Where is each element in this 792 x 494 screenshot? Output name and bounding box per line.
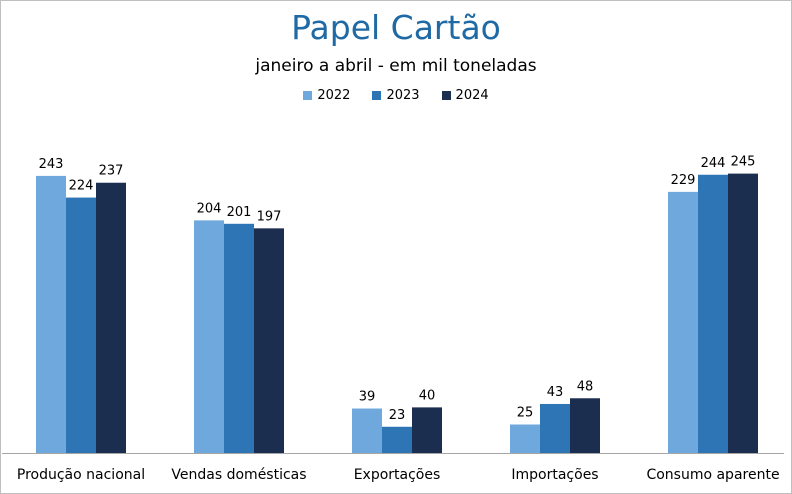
legend-swatch <box>372 91 382 100</box>
category-label: Importações <box>511 467 598 483</box>
bar-2022-0 <box>36 175 66 454</box>
data-label: 23 <box>389 408 406 423</box>
data-label: 48 <box>577 379 594 394</box>
category-label: Consumo aparente <box>646 467 779 483</box>
data-label: 237 <box>99 164 124 179</box>
chart-subtitle: janeiro a abril - em mil toneladas <box>255 56 537 76</box>
legend-label: 2023 <box>386 88 420 103</box>
data-label: 40 <box>419 388 436 403</box>
category-label: Vendas domésticas <box>171 467 306 483</box>
legend-swatch <box>441 91 451 100</box>
bar-2024-4 <box>728 173 758 454</box>
legend-item-2023: 2023 <box>372 88 420 103</box>
data-label: 245 <box>731 155 756 170</box>
data-label: 201 <box>227 205 252 220</box>
legend-label: 2024 <box>455 88 489 103</box>
legend: 2022 2023 2024 <box>0 88 792 103</box>
bar-2022-2 <box>352 408 382 453</box>
data-label: 39 <box>359 390 376 405</box>
bar-2023-3 <box>540 403 570 453</box>
legend-label: 2022 <box>317 88 351 103</box>
data-label: 229 <box>671 173 696 188</box>
bar-2023-4 <box>698 174 728 453</box>
bar-2023-1 <box>224 223 254 453</box>
bar-2022-3 <box>510 424 540 453</box>
bar-2024-2 <box>412 407 442 453</box>
data-label: 197 <box>257 209 282 224</box>
data-label: 224 <box>69 179 94 194</box>
bar-2024-1 <box>254 228 284 453</box>
category-label: Exportações <box>354 467 441 483</box>
data-label: 25 <box>517 405 534 420</box>
legend-item-2022: 2022 <box>303 88 350 103</box>
bar-2024-3 <box>570 398 600 453</box>
bar-2024-0 <box>96 182 126 453</box>
data-label: 243 <box>39 157 64 172</box>
chart-title: Papel Cartão <box>291 8 501 47</box>
bar-2023-0 <box>66 197 96 453</box>
legend-item-2024: 2024 <box>441 88 489 103</box>
bar-2022-1 <box>194 220 224 453</box>
bar-2023-2 <box>382 426 412 453</box>
legend-swatch <box>303 91 313 100</box>
category-label: Produção nacional <box>17 467 145 483</box>
data-label: 204 <box>197 201 222 216</box>
data-label: 244 <box>701 156 726 171</box>
data-label: 43 <box>547 385 564 400</box>
bar-2022-4 <box>668 191 698 453</box>
